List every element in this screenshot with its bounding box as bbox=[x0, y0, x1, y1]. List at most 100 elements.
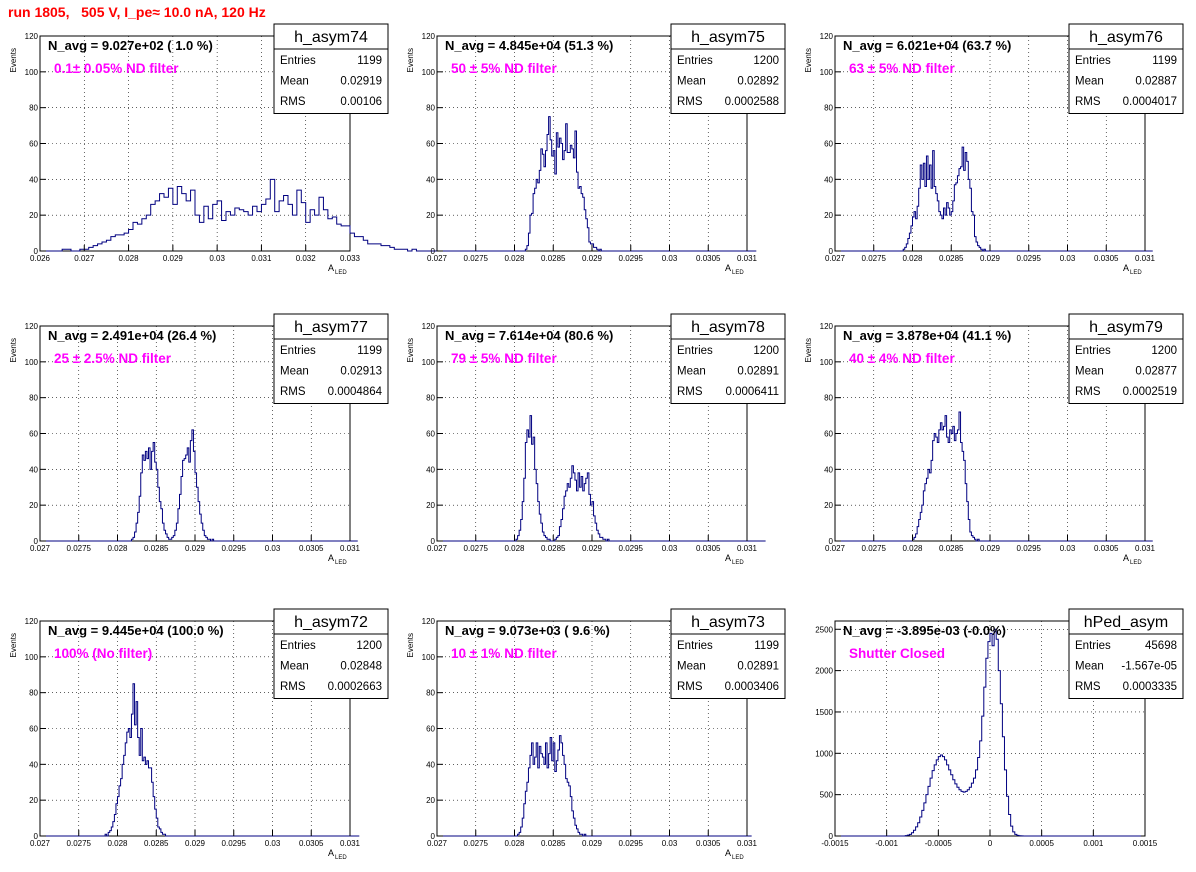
x-tick-label: 0.031 bbox=[251, 254, 272, 263]
x-tick-label: 0.028 bbox=[504, 544, 525, 553]
stat-mean-value: 0.02913 bbox=[340, 366, 382, 378]
x-tick-label: 0.027 bbox=[30, 544, 51, 553]
stat-mean-label: Mean bbox=[280, 661, 309, 673]
y-tick-label: 80 bbox=[426, 394, 435, 403]
x-tick-label: 0.027 bbox=[30, 839, 51, 848]
y-tick-label: 100 bbox=[25, 653, 39, 662]
x-axis-label: A bbox=[328, 848, 334, 858]
x-tick-label: 0.028 bbox=[902, 544, 923, 553]
navg-label: N_avg = 9.445e+04 (100.0 %) bbox=[48, 623, 224, 638]
x-tick-label: 0.0295 bbox=[619, 839, 644, 848]
x-tick-label: 0.031 bbox=[1135, 254, 1156, 263]
x-tick-label: 0.029 bbox=[582, 839, 603, 848]
stats-box bbox=[670, 338, 786, 404]
filter-annotation: 0.1± 0.05% ND filter bbox=[54, 61, 179, 76]
x-axis-label: A bbox=[1123, 553, 1129, 563]
x-tick-label: 0.027 bbox=[427, 254, 448, 263]
stat-mean-label: Mean bbox=[1075, 76, 1104, 88]
x-tick-label: 0.0305 bbox=[299, 544, 324, 553]
y-tick-label: 40 bbox=[29, 760, 38, 769]
filter-annotation: 79 ± 5% ND filter bbox=[451, 351, 557, 366]
x-axis-label-subscript: LED bbox=[732, 270, 744, 276]
stat-rms-value: 0.0003335 bbox=[1123, 681, 1177, 693]
stat-mean-value: -1.567e-05 bbox=[1121, 661, 1177, 673]
stat-entries-value: 1200 bbox=[1151, 345, 1177, 357]
x-axis-label-subscript: LED bbox=[335, 560, 347, 566]
x-tick-label: 0.029 bbox=[582, 544, 603, 553]
x-tick-label: 0.031 bbox=[340, 839, 361, 848]
stat-entries-value: 1199 bbox=[357, 55, 382, 67]
y-tick-label: 40 bbox=[29, 175, 38, 184]
x-tick-label: 0.0275 bbox=[464, 839, 489, 848]
x-tick-label: 0.0295 bbox=[222, 839, 247, 848]
stat-mean-label: Mean bbox=[677, 76, 706, 88]
stat-entries-label: Entries bbox=[280, 55, 316, 67]
x-tick-label: 0.032 bbox=[296, 254, 317, 263]
stat-mean-label: Mean bbox=[1075, 366, 1104, 378]
x-tick-label: 0.03 bbox=[1060, 544, 1076, 553]
stat-entries-value: 1200 bbox=[753, 345, 779, 357]
y-tick-label: 100 bbox=[422, 653, 436, 662]
histogram-line bbox=[835, 628, 1141, 837]
x-axis-label-subscript: LED bbox=[1130, 560, 1142, 566]
stat-rms-label: RMS bbox=[677, 386, 703, 398]
y-tick-label: 120 bbox=[25, 322, 39, 331]
x-tick-label: 0.0305 bbox=[1094, 544, 1119, 553]
stat-entries-label: Entries bbox=[280, 345, 316, 357]
stat-rms-label: RMS bbox=[677, 681, 703, 693]
stat-entries-value: 1200 bbox=[356, 640, 382, 652]
y-tick-label: 0 bbox=[829, 832, 834, 841]
x-tick-label: 0.0275 bbox=[862, 254, 887, 263]
navg-label: N_avg = 2.491e+04 (26.4 %) bbox=[48, 328, 216, 343]
x-tick-label: 0.029 bbox=[163, 254, 184, 263]
y-axis-label: Events bbox=[406, 338, 415, 362]
stats-title-box bbox=[273, 313, 389, 340]
stat-entries-label: Entries bbox=[677, 345, 713, 357]
x-tick-label: 0.03 bbox=[1060, 254, 1076, 263]
x-tick-label: 0.03 bbox=[209, 254, 225, 263]
y-tick-label: 60 bbox=[824, 140, 833, 149]
histogram-line bbox=[40, 429, 358, 542]
y-tick-label: 40 bbox=[426, 175, 435, 184]
x-tick-label: 0.0305 bbox=[696, 544, 721, 553]
stats-title-box bbox=[273, 23, 389, 50]
y-tick-label: 1500 bbox=[815, 708, 833, 717]
x-axis-label-subscript: LED bbox=[335, 270, 347, 276]
x-tick-label: 0.031 bbox=[1135, 544, 1156, 553]
x-tick-label: 0.001 bbox=[1083, 839, 1104, 848]
x-axis-label: A bbox=[725, 848, 731, 858]
stats-box bbox=[273, 48, 389, 114]
stats-box bbox=[670, 48, 786, 114]
stats-title-box bbox=[1068, 608, 1184, 635]
x-tick-label: 0.03 bbox=[265, 544, 281, 553]
y-tick-label: 20 bbox=[824, 211, 833, 220]
navg-label: N_avg = 9.027e+02 ( 1.0 %) bbox=[48, 38, 213, 53]
y-tick-label: 80 bbox=[29, 394, 38, 403]
y-tick-label: 120 bbox=[422, 32, 436, 41]
y-axis-label: Events bbox=[9, 338, 18, 362]
stat-mean-value: 0.02891 bbox=[737, 366, 779, 378]
x-tick-label: 0.027 bbox=[825, 544, 846, 553]
stat-rms-value: 0.0002519 bbox=[1123, 386, 1177, 398]
y-tick-label: 0 bbox=[34, 537, 39, 546]
stat-rms-value: 0.00106 bbox=[340, 96, 382, 108]
stat-rms-value: 0.0003406 bbox=[725, 681, 779, 693]
y-tick-label: 0 bbox=[431, 832, 436, 841]
x-tick-label: -0.0015 bbox=[821, 839, 849, 848]
filter-annotation: 25 ± 2.5% ND filter bbox=[54, 351, 172, 366]
x-axis-label: A bbox=[725, 263, 731, 273]
x-tick-label: 0.0015 bbox=[1133, 839, 1158, 848]
stat-mean-label: Mean bbox=[280, 76, 309, 88]
stat-entries-value: 1199 bbox=[1152, 55, 1177, 67]
y-tick-label: 100 bbox=[422, 358, 436, 367]
x-axis-label-subscript: LED bbox=[732, 855, 744, 861]
stat-mean-label: Mean bbox=[677, 366, 706, 378]
stat-entries-value: 1200 bbox=[753, 55, 779, 67]
stat-entries-label: Entries bbox=[1075, 640, 1111, 652]
y-axis-label: Events bbox=[804, 48, 813, 72]
x-tick-label: 0.027 bbox=[427, 544, 448, 553]
stat-rms-label: RMS bbox=[1075, 96, 1101, 108]
y-tick-label: 80 bbox=[824, 104, 833, 113]
y-tick-label: 20 bbox=[426, 211, 435, 220]
filter-annotation: 50 ± 5% ND filter bbox=[451, 61, 557, 76]
